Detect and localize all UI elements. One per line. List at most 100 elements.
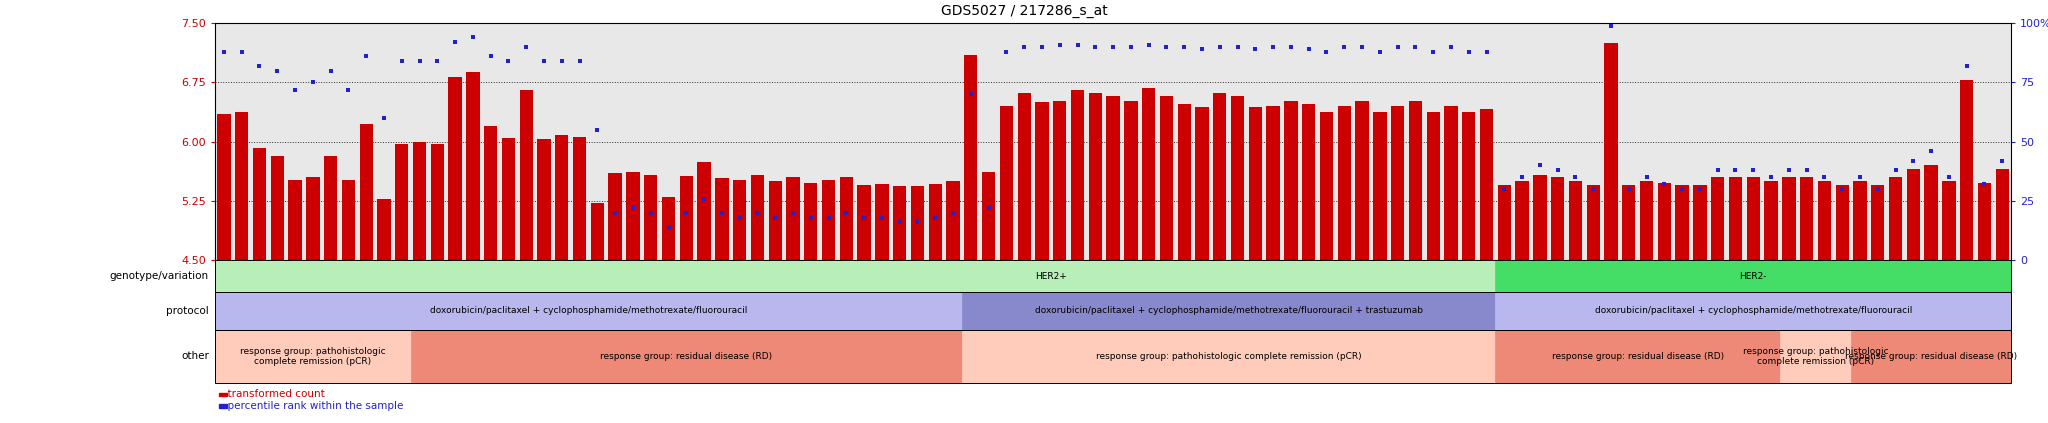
Bar [1391, 106, 1405, 260]
Bar [752, 175, 764, 260]
Bar [520, 90, 532, 260]
Bar [627, 172, 639, 260]
Bar [1124, 101, 1137, 260]
Point [1896, 157, 1929, 164]
Point [795, 214, 827, 221]
Point [332, 86, 365, 93]
Point [1649, 181, 1681, 188]
Point [936, 209, 969, 216]
Bar [643, 175, 657, 260]
Point [545, 58, 578, 65]
Text: other: other [180, 352, 209, 361]
Bar [981, 172, 995, 260]
Bar [1231, 96, 1245, 260]
Point [403, 58, 436, 65]
Bar [1640, 181, 1653, 260]
Point [776, 209, 809, 216]
Point [510, 44, 543, 50]
Point [1808, 174, 1841, 181]
Point [492, 58, 524, 65]
Text: transformed count: transformed count [221, 389, 326, 399]
Point [582, 126, 614, 133]
Text: response group: pathohistologic
complete remission (pCR): response group: pathohistologic complete… [1743, 347, 1888, 366]
Point [1327, 44, 1360, 50]
Bar [1800, 177, 1812, 260]
Point [1524, 162, 1556, 169]
Text: percentile rank within the sample: percentile rank within the sample [221, 401, 403, 411]
Point [1718, 167, 1751, 173]
Bar [928, 184, 942, 260]
Point [883, 219, 915, 225]
Bar [821, 180, 836, 260]
Point [1630, 174, 1663, 181]
Point [1098, 44, 1130, 50]
Point [1061, 41, 1094, 48]
Bar [1765, 181, 1778, 260]
Point [1489, 186, 1522, 192]
Bar [946, 181, 961, 260]
Point [866, 214, 899, 221]
Point [297, 79, 330, 86]
Point [989, 48, 1022, 55]
Point [1702, 167, 1735, 173]
Bar [1872, 185, 1884, 260]
Text: HER2+: HER2+ [1034, 272, 1067, 280]
Point [1079, 44, 1112, 50]
Bar [1657, 183, 1671, 260]
Bar [1622, 185, 1636, 260]
Point [1880, 167, 1913, 173]
Bar [483, 126, 498, 260]
Bar [467, 72, 479, 260]
Point [616, 205, 649, 212]
Point [1470, 48, 1503, 55]
Bar [555, 135, 569, 260]
Bar [1534, 175, 1546, 260]
Point [741, 209, 774, 216]
Point [1257, 44, 1290, 50]
Bar [537, 139, 551, 260]
Bar [573, 137, 586, 260]
Bar [1159, 96, 1174, 260]
Point [598, 209, 631, 216]
Point [1968, 181, 2001, 188]
Point [1933, 174, 1966, 181]
Bar [217, 114, 231, 260]
Bar [911, 186, 924, 260]
Bar [1978, 183, 1991, 260]
Bar [1569, 181, 1583, 260]
Bar [1853, 181, 1866, 260]
Bar [1819, 181, 1831, 260]
Bar [1888, 177, 1903, 260]
Point [1417, 48, 1450, 55]
Bar [786, 177, 799, 260]
Point [244, 63, 276, 69]
Bar [733, 180, 745, 260]
Bar [1995, 169, 2009, 260]
Bar [874, 184, 889, 260]
Text: doxorubicin/paclitaxel + cyclophosphamide/methotrexate/fluorouracil: doxorubicin/paclitaxel + cyclophosphamid… [430, 306, 748, 316]
Bar [965, 55, 977, 260]
Point [1790, 167, 1823, 173]
Bar [1212, 93, 1227, 260]
Point [422, 58, 455, 65]
Point [1755, 174, 1788, 181]
Point [1683, 186, 1716, 192]
Point [1311, 48, 1343, 55]
Bar [1550, 177, 1565, 260]
Bar [1462, 112, 1475, 260]
Bar [1747, 177, 1759, 260]
Bar [1960, 80, 1974, 260]
Bar [999, 106, 1014, 260]
Point [670, 209, 702, 216]
Point [723, 214, 756, 221]
Point [1151, 44, 1184, 50]
Bar [590, 203, 604, 260]
Bar [1372, 112, 1386, 260]
Bar [1106, 96, 1120, 260]
Bar [1782, 177, 1796, 260]
Bar [1925, 165, 1937, 260]
Bar [342, 180, 354, 260]
Bar [768, 181, 782, 260]
Bar [608, 173, 623, 260]
Bar [1249, 107, 1262, 260]
